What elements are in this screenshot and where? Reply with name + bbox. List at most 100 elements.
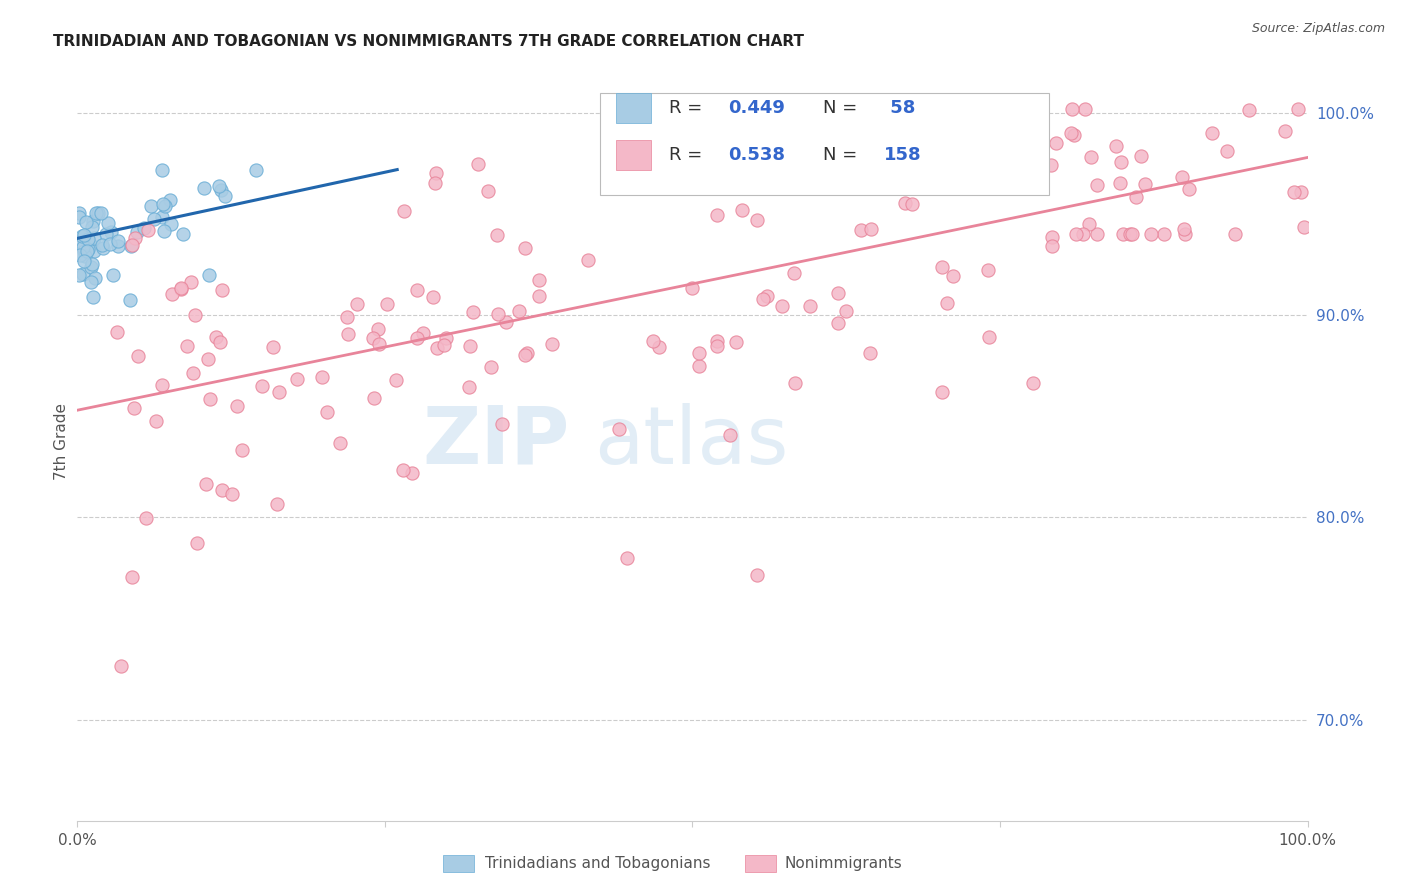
Point (73, 244, 96, 258)
Point (135, 511, 157, 525)
Point (1173, 222, 1195, 236)
Point (513, 348, 536, 362)
Point (1282, 185, 1305, 199)
Point (1201, 126, 1223, 140)
Point (1140, 227, 1163, 242)
Point (105, 325, 128, 339)
Point (1286, 102, 1309, 116)
Point (1289, 185, 1312, 199)
Point (460, 339, 482, 353)
Point (162, 286, 184, 301)
Point (375, 297, 398, 311)
Point (67, 234, 90, 248)
Point (125, 225, 148, 239)
Point (245, 162, 267, 177)
Point (678, 105, 700, 120)
Point (73, 228, 96, 243)
Point (1112, 227, 1135, 242)
Point (208, 334, 231, 349)
Point (100, 225, 122, 239)
Point (1085, 227, 1108, 242)
Point (120, 239, 142, 253)
Point (942, 269, 965, 284)
Point (803, 139, 825, 153)
Point (461, 305, 484, 319)
Text: TRINIDADIAN AND TOBAGONIAN VS NONIMMIGRANTS 7TH GRADE CORRELATION CHART: TRINIDADIAN AND TOBAGONIAN VS NONIMMIGRA… (53, 34, 804, 49)
Point (860, 221, 883, 235)
Point (434, 331, 457, 345)
Point (1223, 227, 1246, 242)
Point (262, 340, 284, 354)
Point (337, 327, 360, 342)
Point (485, 228, 508, 243)
Point (150, 211, 173, 225)
Point (1039, 158, 1062, 172)
Point (145, 414, 167, 428)
Bar (616, 140, 651, 170)
Point (1073, 227, 1095, 242)
Point (394, 204, 416, 219)
Point (83, 244, 105, 258)
Point (849, 223, 872, 237)
Point (329, 435, 352, 450)
Point (770, 299, 793, 313)
Point (607, 422, 630, 436)
Point (184, 308, 207, 322)
Text: atlas: atlas (595, 402, 789, 481)
Point (139, 199, 162, 213)
Point (1130, 148, 1153, 162)
Point (1121, 227, 1143, 241)
Point (80, 275, 103, 289)
Point (153, 199, 176, 213)
Point (1119, 227, 1142, 242)
Point (977, 262, 1000, 277)
Point (1178, 182, 1201, 196)
Point (193, 180, 215, 194)
Text: 0.449: 0.449 (728, 99, 785, 117)
Point (231, 443, 253, 458)
Point (616, 550, 638, 565)
Y-axis label: 7th Grade: 7th Grade (53, 403, 69, 480)
Point (136, 223, 159, 237)
Point (214, 189, 236, 203)
Point (755, 289, 778, 303)
Point (316, 405, 339, 419)
Point (755, 120, 778, 134)
Point (1073, 102, 1095, 116)
Point (770, 121, 793, 136)
Point (827, 316, 849, 330)
Point (82, 290, 104, 304)
Text: R =: R = (669, 146, 709, 164)
Point (84, 205, 107, 219)
Point (900, 197, 922, 211)
Point (82, 220, 104, 235)
Point (1040, 239, 1063, 253)
Point (91, 241, 114, 255)
Point (198, 392, 221, 406)
Text: N =: N = (823, 146, 863, 164)
Point (107, 234, 129, 248)
Point (859, 345, 882, 359)
Point (198, 268, 221, 283)
Point (516, 346, 538, 360)
Point (77, 242, 100, 256)
Point (977, 330, 1000, 344)
FancyBboxPatch shape (600, 93, 1049, 195)
Point (422, 290, 444, 304)
Point (745, 568, 768, 582)
Point (72, 240, 94, 254)
Point (205, 330, 228, 344)
Point (180, 276, 202, 290)
Point (423, 176, 446, 190)
Point (98, 236, 121, 251)
Point (401, 466, 423, 480)
Point (368, 337, 391, 351)
Point (76, 244, 98, 259)
Point (688, 345, 710, 359)
Point (1064, 227, 1087, 242)
Point (477, 184, 499, 198)
Point (835, 303, 858, 318)
Point (195, 477, 218, 491)
Point (150, 162, 173, 177)
Point (529, 273, 551, 287)
